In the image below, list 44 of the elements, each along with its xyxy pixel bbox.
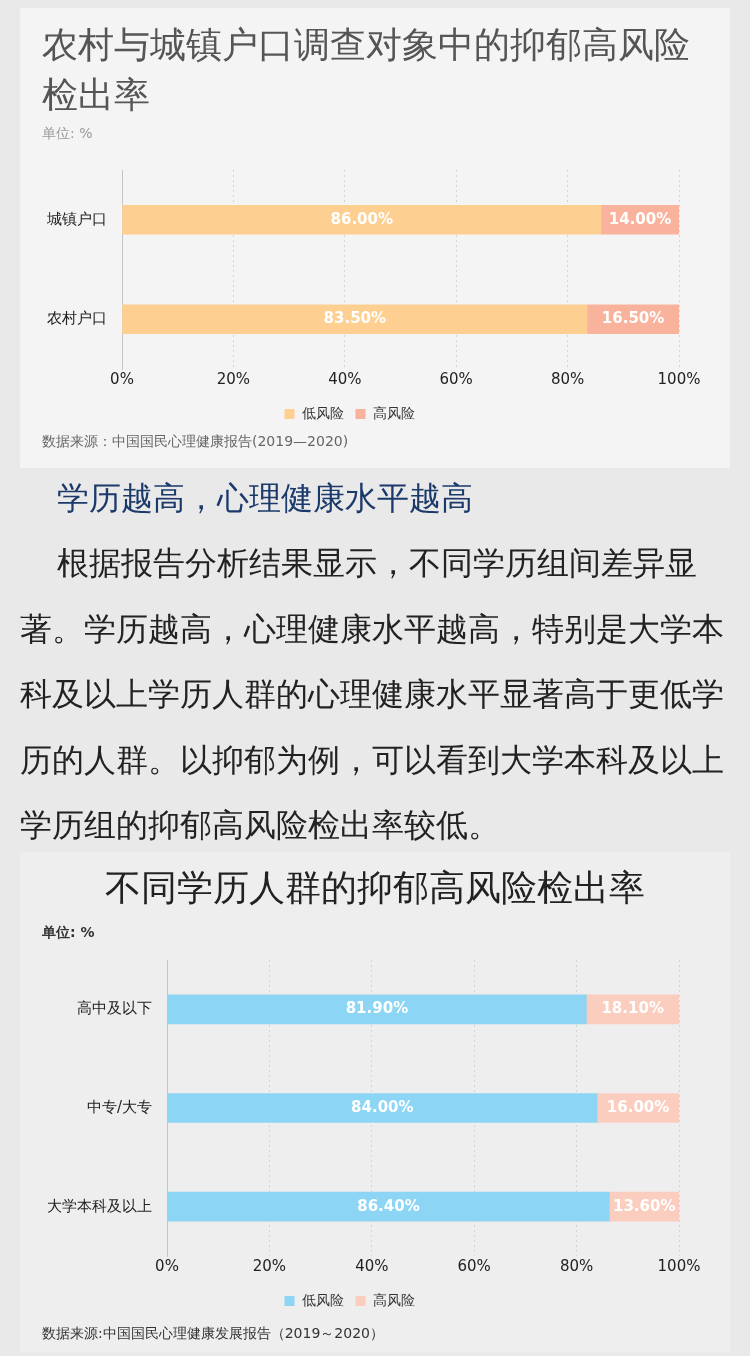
chart-subtitle: 单位: % bbox=[42, 923, 95, 941]
bar bbox=[167, 1093, 598, 1123]
data-label: 83.50% bbox=[323, 309, 387, 328]
chart-title: 农村与城镇户口调查对象中的抑郁高风险检出率 bbox=[42, 23, 691, 117]
legend-label: 高风险 bbox=[372, 1291, 415, 1308]
data-label: 84.00% bbox=[351, 1097, 414, 1116]
chart-title: 不同学历人群的抑郁高风险检出率 bbox=[104, 866, 646, 910]
x-tick-label: 40% bbox=[328, 369, 362, 388]
x-tick-label: 80% bbox=[559, 1256, 594, 1275]
legend-label: 低风险 bbox=[301, 1291, 344, 1308]
data-label: 13.60% bbox=[612, 1196, 676, 1215]
y-tick-label: 中专/大专 bbox=[86, 1097, 152, 1116]
x-tick-label: 20% bbox=[252, 1256, 287, 1275]
data-label: 16.00% bbox=[606, 1097, 670, 1116]
data-label: 81.90% bbox=[345, 999, 409, 1018]
x-tick-label: 20% bbox=[216, 369, 251, 388]
source-note: 数据来源:中国国民心理健康发展报告（2019～2020） bbox=[42, 1324, 384, 1342]
y-tick-label: 大学本科及以上 bbox=[47, 1196, 152, 1215]
x-tick-label: 0% bbox=[155, 1256, 179, 1275]
x-tick-label: 80% bbox=[550, 369, 585, 388]
x-tick-label: 100% bbox=[657, 1256, 701, 1275]
text: 学历越高，心理健康水平越高 bbox=[56, 478, 474, 519]
bar bbox=[167, 994, 587, 1025]
chart-subtitle: 单位: % bbox=[42, 124, 93, 142]
legend-label: 高风险 bbox=[372, 404, 415, 421]
data-label: 86.40% bbox=[357, 1196, 420, 1215]
data-label: 86.00% bbox=[330, 209, 393, 228]
bar bbox=[167, 1191, 610, 1222]
data-label: 14.00% bbox=[608, 209, 672, 228]
bar bbox=[122, 204, 602, 235]
y-tick-label: 农村户口 bbox=[47, 309, 107, 328]
x-tick-label: 60% bbox=[439, 369, 473, 388]
data-label: 16.50% bbox=[601, 309, 665, 328]
source-note: 数据来源：中国国民心理健康报告(2019—2020) bbox=[42, 432, 349, 450]
legend-label: 低风险 bbox=[301, 404, 344, 421]
data-label: 18.10% bbox=[601, 999, 664, 1018]
x-tick-label: 100% bbox=[657, 369, 701, 388]
bar bbox=[122, 304, 588, 335]
x-tick-label: 0% bbox=[110, 369, 134, 388]
y-tick-label: 城镇户口 bbox=[46, 209, 107, 228]
text: 根据报告分析结果显示，不同学历组间差异显著。学历越高，心理健康水平越高，特别是大学本科及以上学历人群的心理健康水平显著高于更低学历的人群。以抑郁为例，可以看到大学本科及以上学历组的抑郁高风险检出率较低。 bbox=[20, 543, 725, 846]
x-tick-label: 40% bbox=[355, 1256, 389, 1275]
y-tick-label: 高中及以下 bbox=[77, 999, 152, 1018]
x-tick-label: 60% bbox=[457, 1256, 491, 1275]
